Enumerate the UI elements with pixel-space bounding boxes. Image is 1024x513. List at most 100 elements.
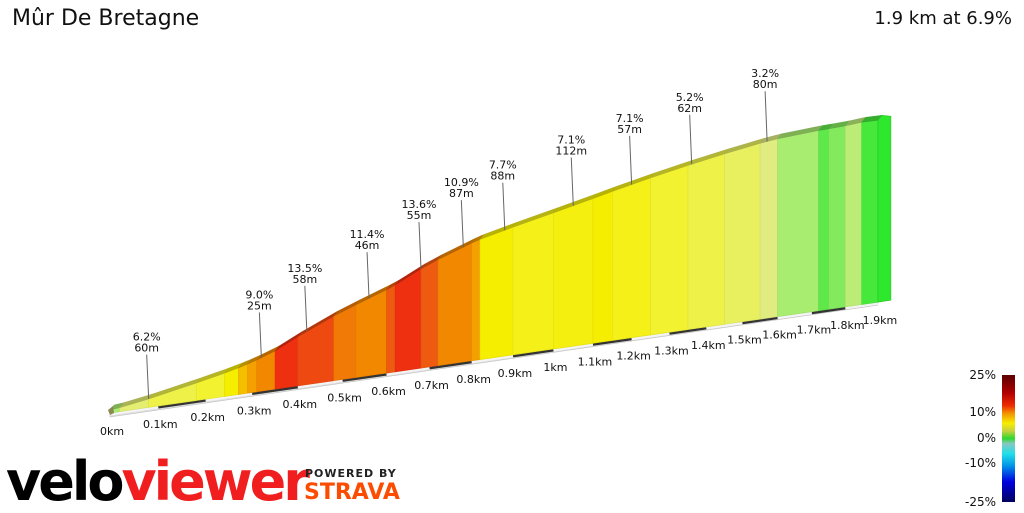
annotation-length-label: 60m [134,342,159,355]
profile-end-face [877,114,892,303]
x-tick-label: 0.7km [414,379,449,392]
annotation-leader-line [764,91,768,142]
annotation-gradient-label: 10.9% [444,176,479,189]
profile-segment [512,212,554,356]
profile-segment [592,190,613,344]
x-tick-label: 0.2km [190,411,225,424]
x-tick-label: 0.6km [371,385,406,398]
distance-scale-dash [297,378,343,389]
profile-segment [777,130,819,318]
veloviewer-logo: veloviewer [6,450,310,513]
x-tick-label: 0.8km [456,373,491,386]
x-tick-label: 0.1km [143,418,178,431]
x-tick-label: 1.4km [691,339,726,352]
profile-segment [687,153,725,330]
annotation-gradient-label: 6.2% [133,331,161,344]
annotation-gradient-label: 11.4% [350,228,385,241]
profile-segment [724,142,761,325]
profile-segment [553,198,594,350]
annotation-leader-line [502,182,506,231]
distance-scale-dash [158,398,206,409]
annotation-gradient-label: 3.2% [751,67,779,80]
distance-scale-dash [777,311,813,320]
annotation-gradient-label: 13.5% [287,262,322,275]
annotation-length-label: 87m [449,187,474,200]
profile-segment [861,119,879,305]
x-tick-label: 1.1km [578,355,613,368]
profile-segment [437,242,472,367]
annotation-leader-line [146,354,150,399]
x-tick-label: 1.9km [863,314,898,327]
profile-segment [612,177,651,341]
legend-label-25: 25% [969,368,996,382]
x-tick-label: 1km [543,361,567,374]
distance-scale-dash [342,372,387,382]
profile-segment [386,284,396,374]
profile-segment [828,125,846,310]
profile-segment [274,336,299,390]
legend-label-minus10: -10% [964,456,996,470]
distance-scale-dash [251,385,299,395]
distance-scale-dash [553,342,594,352]
x-tick-label: 1.6km [762,329,797,342]
strava-logo: STRAVA [304,480,400,505]
distance-scale-dash [205,391,253,402]
x-tick-label: 1.8km [830,319,865,332]
x-tick-label: 0.3km [237,404,272,417]
distance-scale-dash [706,321,743,330]
annotation-leader-line [689,114,693,165]
annotation-leader-line [304,285,308,332]
distance-scale-dash [845,301,879,310]
profile-segment [420,259,439,369]
climb-summary: 1.9 km at 6.9% [874,8,1012,29]
distance-scale-dash [429,360,472,370]
x-tick-label: 0km [100,425,124,438]
distance-scale-dash [109,405,159,416]
gradient-legend-bar [1002,375,1015,502]
profile-segment [355,289,387,378]
distance-scale-dash [471,354,514,364]
powered-by-label: POWERED BY [305,467,397,480]
annotation-length-label: 57m [617,123,642,136]
profile-segment [818,128,830,312]
annotation-length-label: 80m [753,78,778,91]
x-tick-label: 0.4km [283,398,318,411]
distance-scale-dash [811,306,846,315]
profile-segment [333,304,357,382]
x-tick-label: 1.2km [616,350,651,363]
legend-label-0: 0% [976,431,996,445]
profile-segment [394,268,422,373]
climb-title: Mûr De Bretagne [12,6,200,31]
distance-scale-dash [669,326,707,335]
legend-label-10: 10% [969,405,996,419]
x-tick-label: 0.9km [498,367,533,380]
annotation-length-label: 25m [247,299,272,312]
legend-label-minus25: -25% [964,495,996,509]
annotation-leader-line [258,312,262,358]
annotation-gradient-label: 13.6% [402,198,437,211]
annotation-length-label: 112m [555,145,587,158]
distance-scale-dash [631,331,670,341]
x-tick-label: 0.5km [327,391,362,404]
x-tick-label: 1.3km [654,344,689,357]
profile-segment [479,226,514,360]
profile-segment [238,363,248,395]
profile-segment [650,164,689,336]
annotation-leader-line [570,157,574,206]
profile-segment [471,238,481,362]
annotation-gradient-label: 9.0% [245,288,273,301]
profile-start-face [108,406,114,415]
annotation-length-label: 58m [292,273,317,286]
distance-scale-dash [742,316,778,325]
annotation-gradient-label: 7.7% [489,159,517,172]
annotation-gradient-label: 5.2% [676,91,704,104]
distance-scale-dash [512,348,554,358]
annotation-leader-line [629,135,633,185]
annotation-length-label: 88m [490,170,515,183]
annotation-length-label: 62m [677,102,702,115]
x-tick-label: 1.7km [797,324,832,337]
annotation-length-label: 46m [355,239,380,252]
distance-scale-dash [592,337,632,346]
annotation-leader-line [366,252,370,299]
